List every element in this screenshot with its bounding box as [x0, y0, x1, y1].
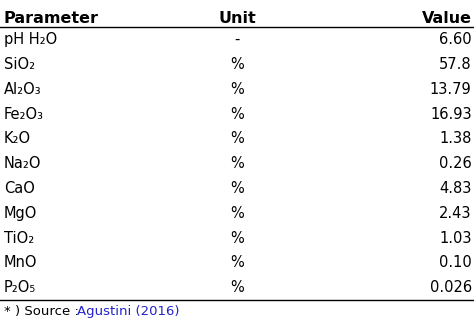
Text: 0.10: 0.10 — [439, 255, 472, 270]
Text: %: % — [230, 82, 244, 97]
Text: 16.93: 16.93 — [430, 107, 472, 122]
Text: pH H₂O: pH H₂O — [4, 32, 57, 47]
Text: Fe₂O₃: Fe₂O₃ — [4, 107, 44, 122]
Text: CaO: CaO — [4, 181, 35, 196]
Text: 4.83: 4.83 — [439, 181, 472, 196]
Text: * ) Source :: * ) Source : — [4, 305, 83, 317]
Text: 1.38: 1.38 — [439, 131, 472, 147]
Text: 57.8: 57.8 — [439, 57, 472, 72]
Text: 2.43: 2.43 — [439, 206, 472, 221]
Text: %: % — [230, 181, 244, 196]
Text: SiO₂: SiO₂ — [4, 57, 35, 72]
Text: TiO₂: TiO₂ — [4, 231, 34, 246]
Text: %: % — [230, 255, 244, 270]
Text: %: % — [230, 206, 244, 221]
Text: P₂O₅: P₂O₅ — [4, 280, 36, 295]
Text: K₂O: K₂O — [4, 131, 31, 147]
Text: 1.03: 1.03 — [439, 231, 472, 246]
Text: Unit: Unit — [218, 11, 256, 26]
Text: %: % — [230, 280, 244, 295]
Text: %: % — [230, 131, 244, 147]
Text: Parameter: Parameter — [4, 11, 99, 26]
Text: 6.60: 6.60 — [439, 32, 472, 47]
Text: %: % — [230, 57, 244, 72]
Text: %: % — [230, 231, 244, 246]
Text: Value: Value — [422, 11, 472, 26]
Text: Al₂O₃: Al₂O₃ — [4, 82, 41, 97]
Text: -: - — [234, 32, 240, 47]
Text: Na₂O: Na₂O — [4, 156, 41, 171]
Text: %: % — [230, 107, 244, 122]
Text: Agustini (2016): Agustini (2016) — [77, 305, 180, 317]
Text: 0.026: 0.026 — [429, 280, 472, 295]
Text: %: % — [230, 156, 244, 171]
Text: MgO: MgO — [4, 206, 37, 221]
Text: 13.79: 13.79 — [430, 82, 472, 97]
Text: 0.26: 0.26 — [439, 156, 472, 171]
Text: MnO: MnO — [4, 255, 37, 270]
